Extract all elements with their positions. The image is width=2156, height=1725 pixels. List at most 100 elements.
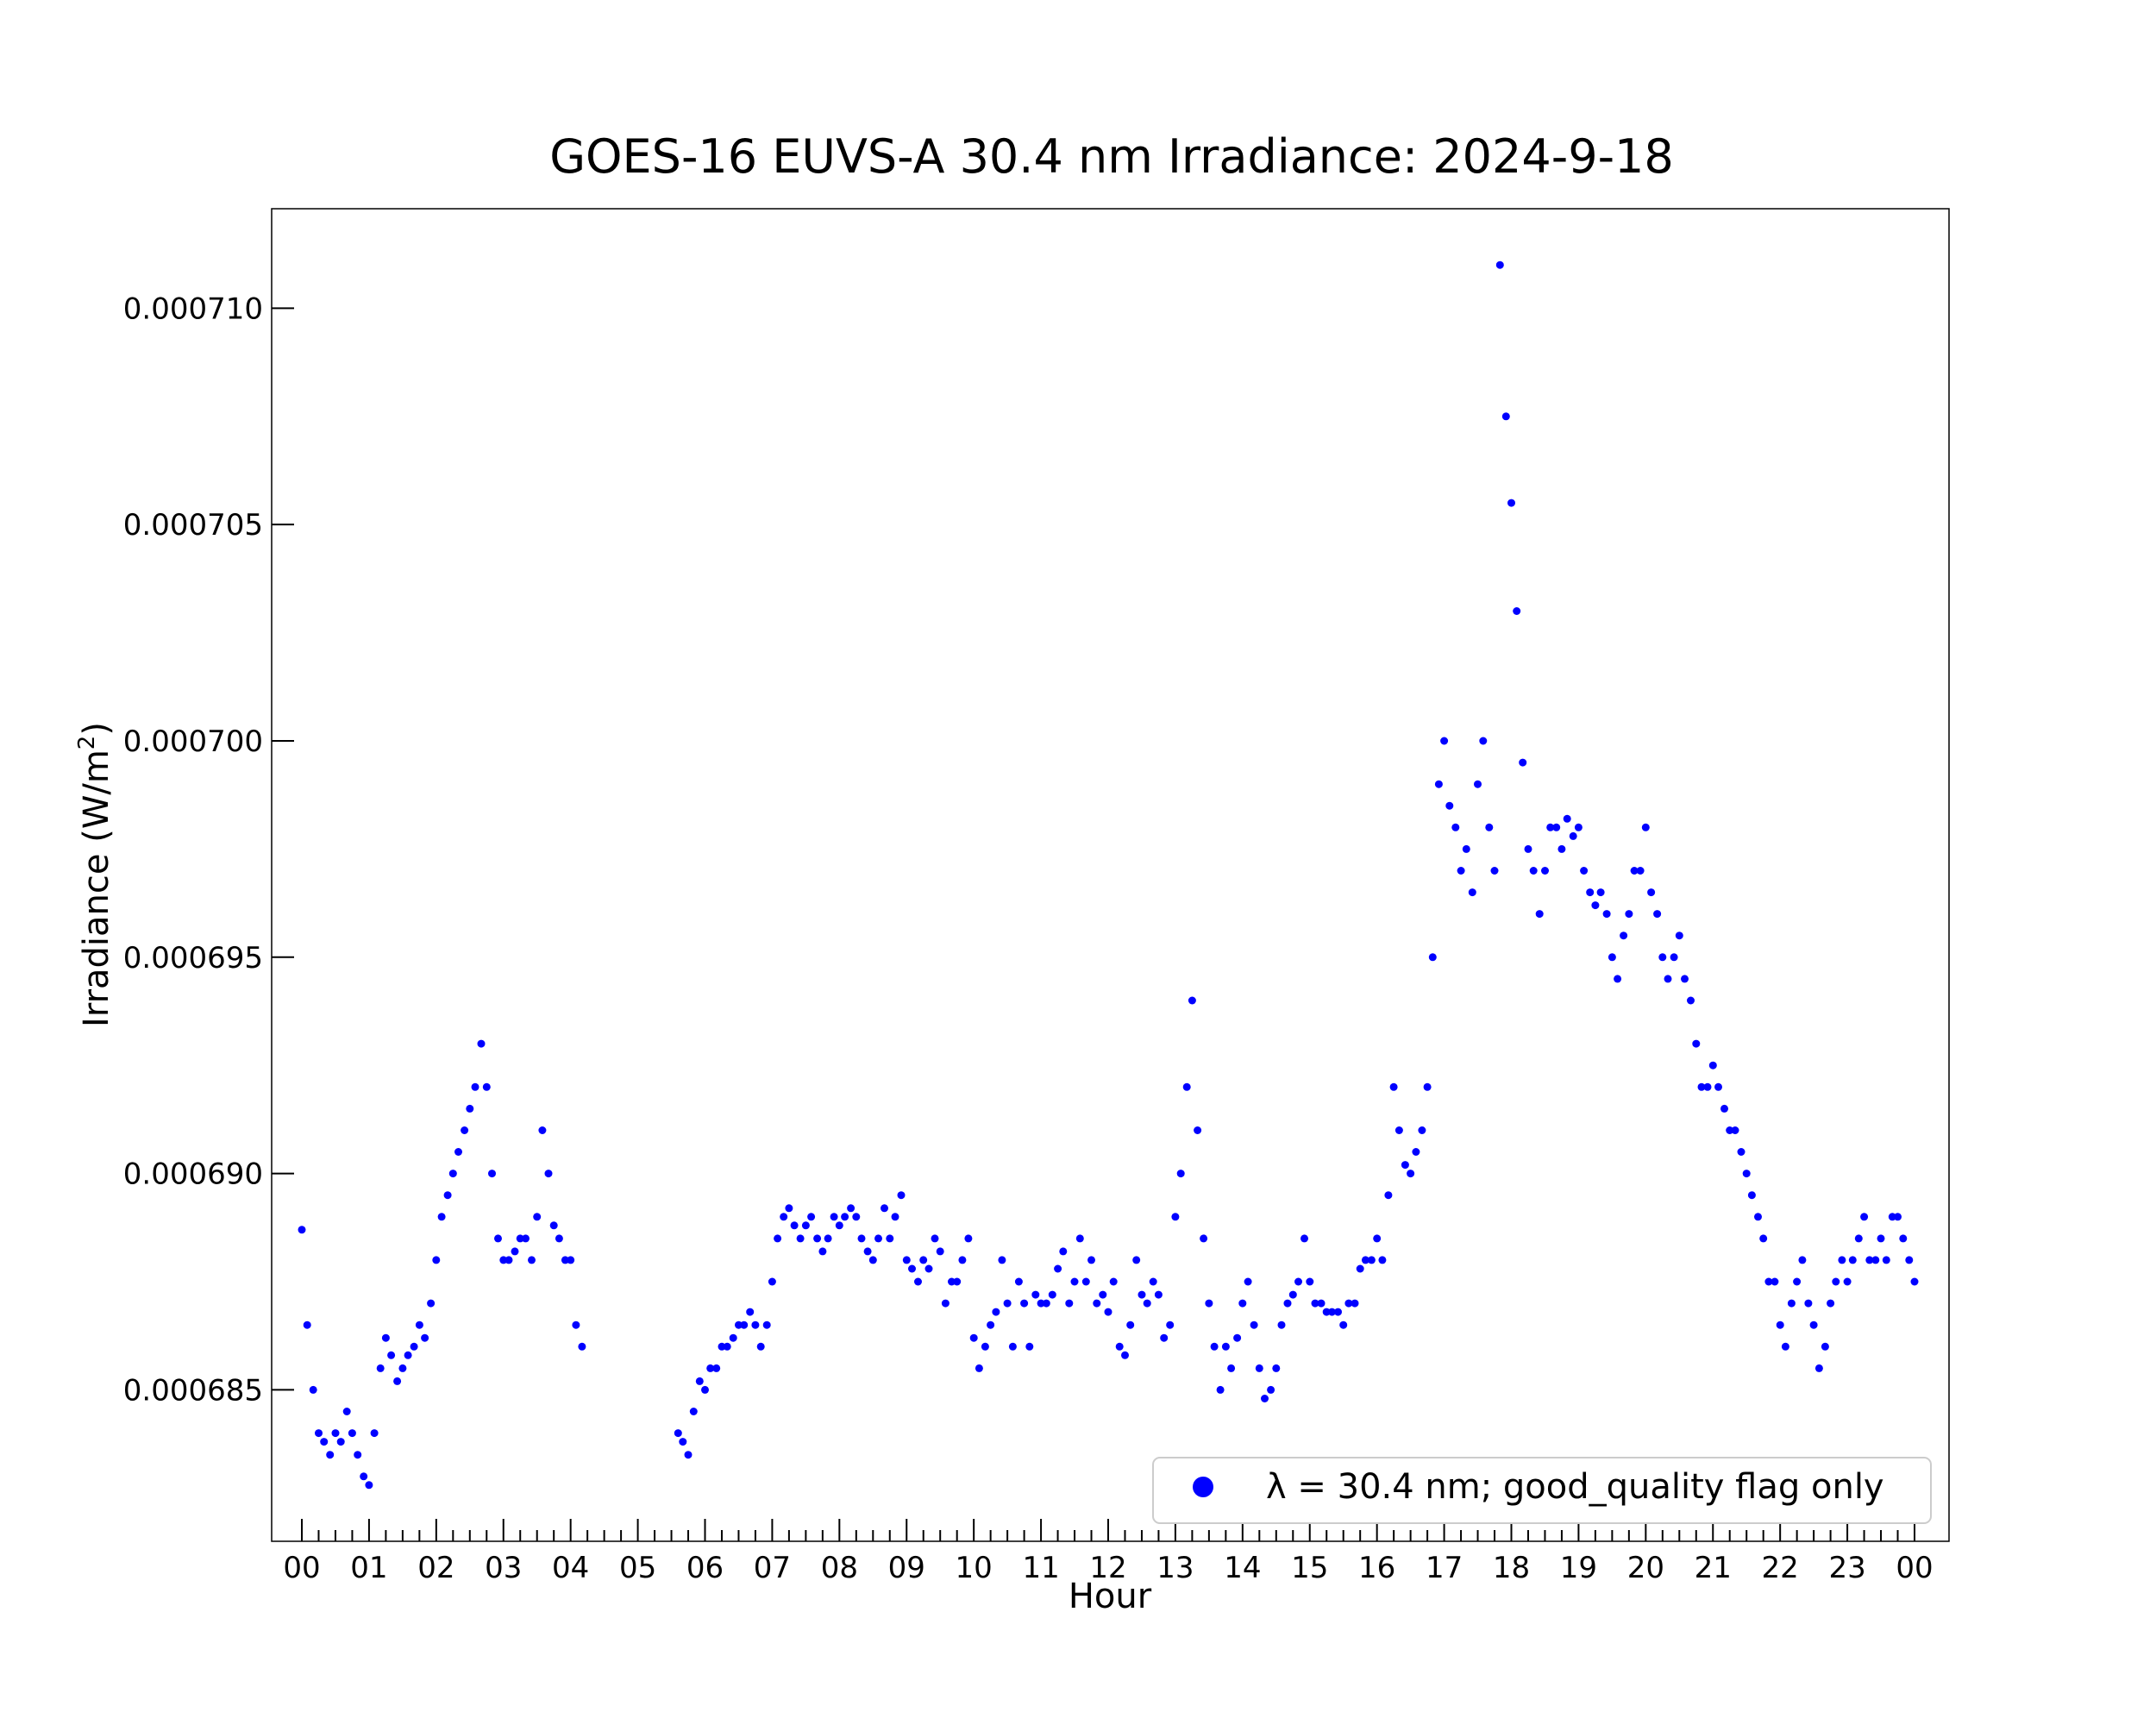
data-point [897,1191,906,1200]
data-point [735,1320,743,1329]
data-point [958,1256,967,1264]
data-point [561,1256,569,1264]
data-point [847,1204,856,1213]
x-tick-label: 07 [754,1551,791,1585]
data-point [1731,1126,1739,1134]
data-point [931,1234,939,1243]
data-point [1541,867,1549,875]
data-point [1557,844,1566,853]
data-point [1821,1342,1829,1351]
data-point [1474,780,1482,788]
data-point [1081,1277,1090,1286]
data-point [953,1277,962,1286]
data-point [466,1104,474,1113]
data-point [756,1342,765,1351]
legend: λ = 30.4 nm; good_quality flag only [1152,1457,1932,1524]
data-point [998,1256,1006,1264]
x-tick-label: 05 [619,1551,656,1585]
data-point [505,1256,513,1264]
legend-box [1152,1457,1932,1524]
data-point [572,1320,580,1329]
data-point [1670,953,1678,962]
data-point [1014,1277,1023,1286]
data-point [298,1226,306,1234]
data-point [516,1234,524,1243]
data-point [567,1256,575,1264]
data-point [365,1481,373,1490]
data-point [1221,1342,1230,1351]
data-point [1535,910,1544,919]
data-point [948,1277,956,1286]
data-point [1468,888,1476,897]
y-axis-title-main: Irradiance (W/m [77,750,116,1027]
data-point [336,1438,345,1446]
data-point [1020,1299,1029,1308]
data-point [1048,1290,1056,1299]
y-tick-label: 0.000695 [123,941,263,975]
data-point [1099,1290,1107,1299]
x-tick-label: 18 [1493,1551,1530,1585]
data-point [1227,1364,1236,1372]
x-tick-label: 16 [1358,1551,1395,1585]
x-tick-label: 22 [1762,1551,1799,1585]
data-point [1451,823,1460,831]
data-point [1261,1395,1269,1402]
data-point [796,1234,805,1243]
data-point [746,1308,755,1316]
x-tick-label: 17 [1426,1551,1463,1585]
data-point [326,1451,335,1459]
data-point [1737,1148,1745,1156]
data-point [309,1385,317,1394]
data-point [1166,1320,1175,1329]
data-point [712,1364,721,1372]
data-point [1843,1277,1852,1286]
x-tick-label: 00 [1896,1551,1933,1585]
data-point [1552,823,1561,831]
data-point [881,1204,888,1213]
data-point [1687,996,1695,1005]
data-point [1311,1299,1319,1308]
data-point [1877,1234,1885,1243]
data-point [303,1320,311,1329]
data-point [1882,1256,1890,1264]
data-point [1434,780,1443,788]
x-tick-label: 10 [956,1551,993,1585]
x-tick-label: 11 [1022,1551,1059,1585]
x-tick-label: 01 [350,1551,387,1585]
data-point [1714,1082,1722,1091]
data-point [1697,1082,1706,1091]
data-point [1075,1234,1084,1243]
data-point [740,1320,749,1329]
data-point [1104,1308,1112,1316]
data-point [1093,1299,1101,1308]
data-point [1759,1234,1768,1243]
data-point [488,1170,496,1178]
y-axis-title-close: ) [77,722,116,736]
data-point [1771,1277,1779,1286]
data-point [1703,1082,1712,1091]
data-point [432,1256,441,1264]
data-point [1008,1342,1017,1351]
data-point [824,1234,832,1243]
data-point [454,1148,462,1156]
data-point [1764,1277,1773,1286]
data-point [1283,1299,1292,1308]
data-point [555,1234,563,1243]
data-point [477,1039,486,1048]
data-point [1580,867,1589,875]
data-point [841,1213,849,1221]
data-point [701,1385,709,1394]
data-point [544,1170,553,1178]
x-tick-label: 21 [1695,1551,1732,1585]
data-point [1042,1299,1050,1308]
data-point [1899,1234,1908,1243]
data-point [348,1429,356,1438]
data-point [1267,1385,1275,1394]
data-point [1255,1364,1263,1372]
x-tick-label: 09 [888,1551,925,1585]
data-point [1596,888,1605,897]
data-point [1384,1191,1393,1200]
data-point [354,1451,362,1459]
data-point [1412,1148,1420,1156]
data-point [818,1247,827,1256]
